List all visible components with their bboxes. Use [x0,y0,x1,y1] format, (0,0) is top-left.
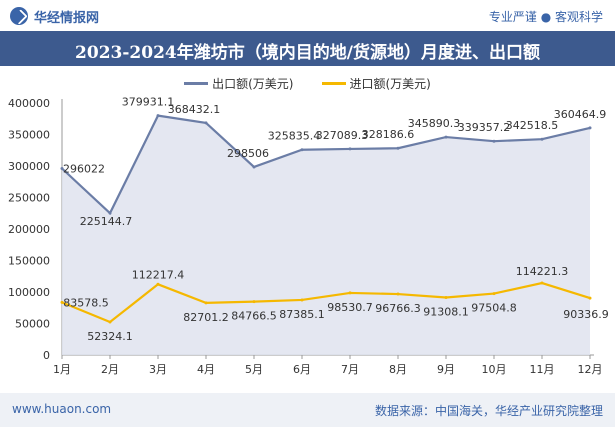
export-data-label: 345890.3 [408,117,461,130]
import-point [348,291,352,295]
x-tick-label: 11月 [530,363,555,376]
import-point [492,292,496,296]
import-data-label: 98530.7 [327,301,373,314]
export-point [540,137,544,141]
legend-item-export: 出口额(万美元) [184,75,294,91]
x-tick-label: 12月 [578,363,603,376]
x-tick-label: 8月 [389,363,407,376]
export-point [108,211,112,215]
y-tick-label: 300000 [8,160,50,173]
x-tick-label: 7月 [341,363,359,376]
legend: 出口额(万美元) 进口额(万美元) [0,75,615,91]
logo-text: 华经情报网 [34,10,100,26]
export-point [396,146,400,150]
tagline: 专业严谨 ● 客观科学 [488,10,603,24]
export-data-label: 328186.6 [362,128,415,141]
y-tick-label: 250000 [8,192,50,205]
import-data-label: 84766.5 [231,310,277,323]
import-point [396,292,400,296]
import-data-label: 97504.8 [471,302,517,315]
export-point [348,147,352,151]
y-tick-label: 150000 [8,255,50,268]
export-data-label: 225144.7 [80,215,133,228]
x-tick-label: 6月 [293,363,311,376]
import-line [61,281,591,324]
x-tick-label: 10月 [482,363,507,376]
export-data-label: 298506 [227,147,269,160]
chart-area: 0 50000 100000 150000 200000 250000 300000 3500… [8,96,609,376]
y-tick-label: 100000 [8,286,50,299]
import-data-label: 90336.9 [563,308,609,321]
x-tick-label: 2月 [101,363,119,376]
x-tick-label: 3月 [149,363,167,376]
import-point [156,282,160,286]
logo: 华经情报网 [10,7,100,26]
export-data-label: 360464.9 [554,108,607,121]
import-point [588,296,592,300]
legend-item-import: 进口额(万美元) [321,75,431,91]
import-point [540,281,544,285]
legend-label-import: 进口额(万美元) [349,76,431,91]
y-tick-label: 400000 [8,97,50,110]
export-data-label: 296022 [63,163,105,176]
export-data-label: 325835.4 [268,130,321,143]
export-line [61,114,591,215]
import-point [444,295,448,299]
import-point [204,301,208,305]
x-tick-label: 1月 [53,363,71,376]
logo-icon [10,7,28,25]
export-point [156,114,160,118]
x-tick-label: 5月 [245,363,263,376]
y-tick-label: 200000 [8,223,50,236]
export-point [492,139,496,143]
export-point [444,135,448,139]
export-data-label: 327089.3 [316,129,369,142]
y-tick-label: 50000 [15,318,50,331]
export-data-label: 339357.2 [458,121,511,134]
footer: www.huaon.com 数据来源：中国海关，华经产业研究院整理 [0,393,615,427]
export-point [588,126,592,130]
export-data-label: 368432.1 [168,103,221,116]
import-point [300,298,304,302]
import-point [108,320,112,324]
export-area [62,115,590,356]
legend-swatch-import [321,81,346,85]
import-data-label: 96766.3 [375,302,421,315]
import-data-label: 83578.5 [63,296,109,309]
export-data-label: 379931.1 [122,96,175,109]
top-bar: 华经情报网 专业严谨 ● 客观科学 [0,0,615,31]
export-point [252,165,256,169]
export-data-label: 342518.5 [506,119,559,132]
import-data-label: 112217.4 [132,268,185,281]
export-point [300,148,304,152]
import-data-label: 52324.1 [87,330,133,343]
import-data-label: 91308.1 [423,305,469,318]
import-data-label: 87385.1 [279,308,325,321]
chart-title: 2023-2024年潍坊市（境内目的地/货源地）月度进、出口额 [75,43,540,63]
export-point [204,121,208,125]
export-point [60,167,64,171]
import-point [252,300,256,304]
footer-source: 数据来源：中国海关，华经产业研究院整理 [374,404,603,418]
y-tick-label: 350000 [8,129,50,142]
legend-label-export: 出口额(万美元) [212,76,294,91]
import-data-label: 82701.2 [183,311,229,324]
import-point [60,300,64,304]
y-tick-label: 0 [43,349,50,362]
footer-website: www.huaon.com [12,402,112,416]
title-bar: 2023-2024年潍坊市（境内目的地/货源地）月度进、出口额 [0,31,615,66]
x-tick-label: 4月 [197,363,215,376]
x-tick-label: 9月 [437,363,455,376]
import-data-label: 114221.3 [516,265,569,278]
legend-swatch-export [184,81,209,85]
